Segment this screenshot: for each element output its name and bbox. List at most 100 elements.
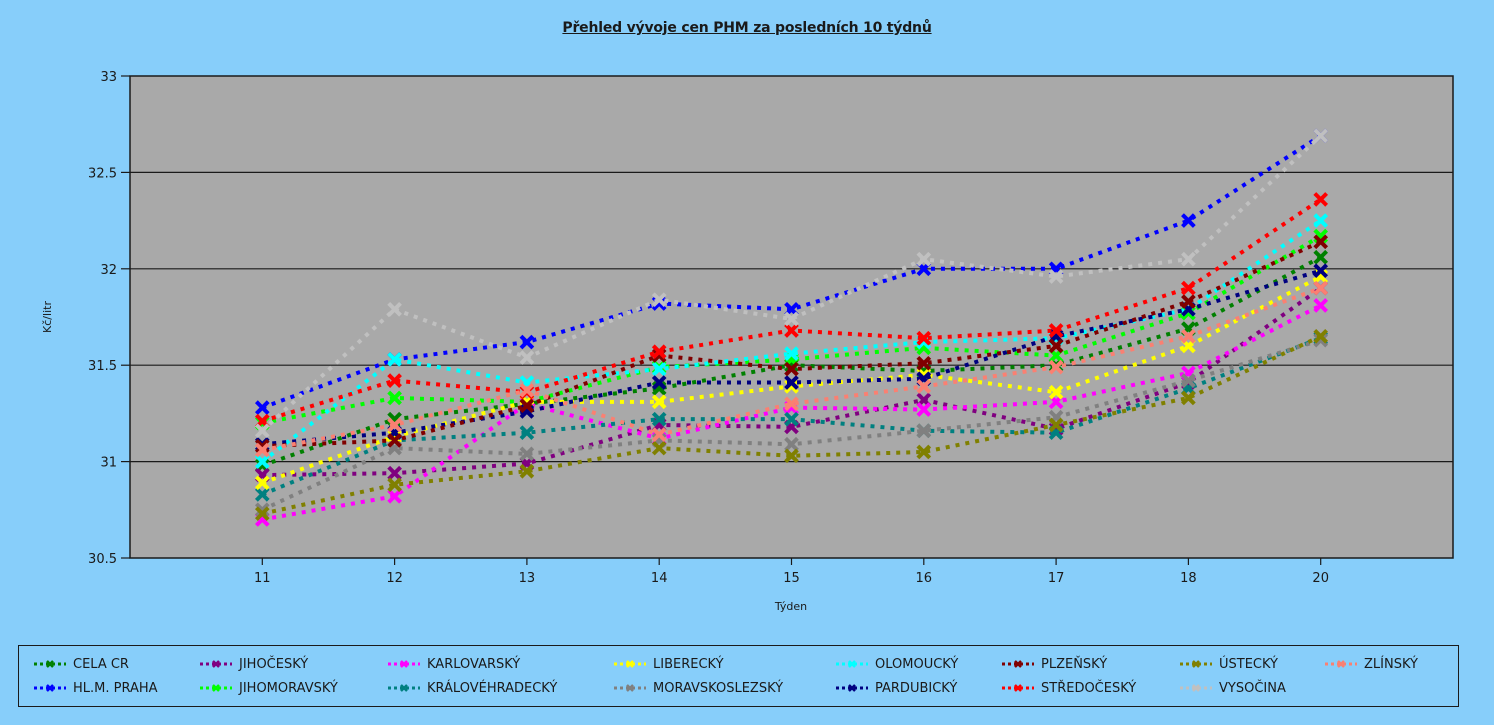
legend-swatch-icon: [614, 684, 646, 692]
legend-item: ÚSTECKÝ: [1179, 655, 1278, 673]
data-point-marker: [254, 487, 270, 502]
data-point-marker: [916, 392, 932, 408]
data-point-marker: [519, 334, 535, 350]
data-point-marker: [651, 394, 667, 410]
data-point-marker: [916, 444, 932, 460]
series--steck-: [254, 328, 1329, 521]
legend-swatch-icon: [388, 684, 420, 692]
legend-swatch-icon: [1180, 684, 1212, 692]
data-point-marker: [387, 477, 402, 493]
legend-item: JIHOMORAVSKÝ: [199, 679, 338, 697]
legend-item: JIHOČESKÝ: [199, 655, 308, 673]
data-point-marker: [519, 446, 535, 462]
legend-swatch-icon: [836, 660, 868, 668]
x-axis-label: Týden: [774, 600, 807, 613]
data-point-marker: [651, 292, 667, 307]
y-tick-label: 32.5: [88, 166, 117, 181]
x-tick-label: 18: [1180, 571, 1197, 586]
x-tick-label: 11: [254, 571, 271, 586]
legend-label: ÚSTECKÝ: [1219, 656, 1279, 672]
y-tick-label: 31.5: [88, 359, 117, 374]
legend-item: VYSOČINA: [1179, 679, 1286, 697]
data-point-marker: [1048, 359, 1064, 375]
data-point-marker: [254, 400, 270, 415]
data-point-marker: [1181, 338, 1196, 354]
data-point-marker: [1313, 128, 1329, 144]
series-line: [261, 334, 1322, 516]
series-line: [261, 286, 1322, 452]
data-point-marker: [1181, 280, 1196, 296]
data-point-marker: [387, 465, 402, 481]
data-point-marker: [1313, 280, 1329, 296]
legend-label: STŘEDOČESKÝ: [1041, 680, 1137, 696]
data-point-marker: [254, 413, 270, 429]
data-point-marker: [254, 506, 270, 521]
data-point-marker: [916, 402, 932, 417]
legend-label: KARLOVARSKÝ: [427, 656, 521, 672]
data-point-marker: [651, 361, 667, 377]
legend-label: MORAVSKOSLEZSKÝ: [653, 680, 784, 696]
data-point-marker: [916, 423, 932, 439]
x-axis: 11 12 13 14 15 16 17 18 20: [254, 558, 1329, 586]
legend-item: STŘEDOČESKÝ: [1001, 679, 1136, 697]
data-point-marker: [784, 375, 799, 390]
legend-item: PLZEŇSKÝ: [1001, 655, 1107, 673]
legend-label: ZLÍNSKÝ: [1364, 656, 1418, 672]
data-point-marker: [651, 411, 667, 427]
legend-label: JIHOMORAVSKÝ: [239, 680, 338, 696]
data-point-marker: [387, 301, 402, 317]
data-point-marker: [784, 448, 799, 464]
data-point-marker: [387, 417, 402, 433]
data-point-marker: [1048, 417, 1064, 433]
legend-swatch-icon: [1002, 684, 1034, 692]
legend-label: JIHOČESKÝ: [239, 656, 309, 672]
legend-label: VYSOČINA: [1219, 680, 1286, 696]
data-point-marker: [519, 350, 535, 365]
x-tick-label: 13: [519, 571, 536, 586]
legend-swatch-icon: [1002, 660, 1034, 668]
legend-item: HL.M. PRAHA: [33, 679, 158, 697]
data-point-marker: [1313, 249, 1329, 265]
y-tick-label: 30.5: [88, 552, 117, 567]
data-point-marker: [254, 423, 270, 439]
data-point-marker: [387, 390, 402, 406]
legend-item: OLOMOUCKÝ: [835, 655, 958, 673]
data-point-marker: [784, 436, 799, 452]
data-point-marker: [784, 323, 799, 338]
legend-swatch-icon: [614, 660, 646, 668]
legend-label: PLZEŇSKÝ: [1041, 656, 1108, 672]
data-point-marker: [1048, 323, 1064, 338]
legend-swatch-icon: [836, 684, 868, 692]
data-point-marker: [387, 352, 402, 367]
legend-item: LIBERECKÝ: [613, 655, 724, 673]
series-line: [261, 303, 1322, 522]
data-point-marker: [916, 330, 932, 346]
y-tick-label: 31: [100, 456, 117, 471]
legend-label: CELA CR: [73, 656, 129, 672]
data-point-marker: [1181, 328, 1196, 344]
x-tick-label: 12: [386, 571, 403, 586]
legend-swatch-icon: [200, 684, 232, 692]
legend-label: PARDUBICKÝ: [875, 680, 958, 696]
data-point-marker: [519, 425, 535, 441]
data-point-marker: [1313, 298, 1329, 313]
data-point-marker: [651, 375, 667, 390]
data-point-marker: [1313, 263, 1329, 279]
data-point-marker: [387, 373, 402, 388]
data-point-marker: [916, 261, 932, 277]
data-point-marker: [519, 463, 535, 479]
series-zl-nsk-: [254, 280, 1329, 458]
data-point-marker: [784, 346, 799, 361]
series-lines: [254, 128, 1329, 527]
legend-label: LIBERECKÝ: [653, 656, 724, 672]
data-point-marker: [387, 488, 402, 504]
data-point-marker: [651, 344, 667, 360]
data-point-marker: [387, 433, 402, 448]
data-point-marker: [1181, 390, 1196, 406]
legend-swatch-icon: [34, 684, 66, 692]
data-point-marker: [254, 454, 270, 469]
data-point-marker: [1048, 348, 1064, 363]
x-tick-label: 15: [783, 571, 800, 586]
y-tick-label: 32: [100, 263, 117, 278]
y-tick-label: 33: [100, 70, 117, 85]
